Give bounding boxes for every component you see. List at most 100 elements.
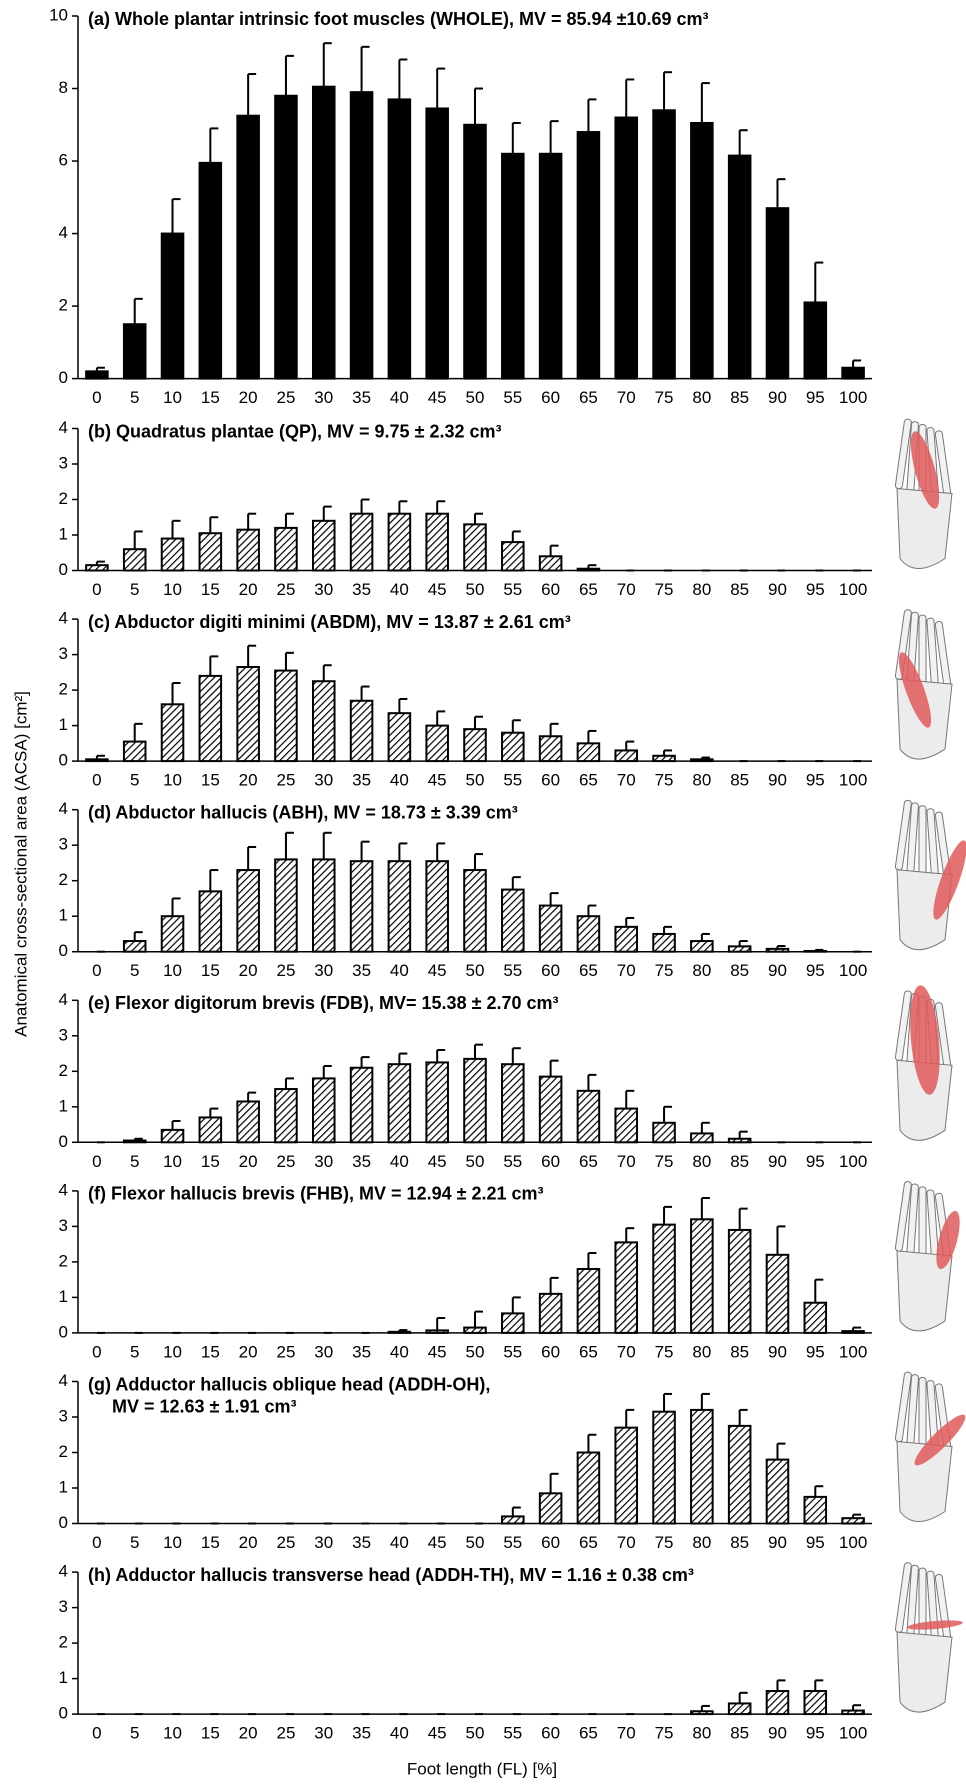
x-tick-label: 100 bbox=[839, 1342, 867, 1361]
x-tick-label: 20 bbox=[239, 580, 258, 599]
bar bbox=[805, 951, 827, 952]
bar bbox=[502, 733, 524, 761]
y-tick-label: 1 bbox=[59, 1477, 68, 1496]
x-tick-label: 75 bbox=[655, 580, 674, 599]
x-tick-label: 25 bbox=[276, 580, 295, 599]
x-tick-label: 10 bbox=[163, 961, 182, 980]
x-tick-label: 85 bbox=[730, 580, 749, 599]
x-tick-label: 75 bbox=[655, 771, 674, 790]
bar bbox=[502, 890, 524, 952]
x-tick-label: 65 bbox=[579, 580, 598, 599]
x-tick-label: 5 bbox=[130, 580, 139, 599]
bar bbox=[200, 1117, 222, 1142]
bar bbox=[540, 1493, 562, 1523]
x-tick-label: 50 bbox=[466, 1533, 485, 1552]
y-tick-label: 2 bbox=[59, 296, 68, 315]
x-tick-label: 20 bbox=[239, 1724, 258, 1743]
x-tick-label: 40 bbox=[390, 1533, 409, 1552]
bar bbox=[767, 208, 789, 378]
x-tick-label: 40 bbox=[390, 1724, 409, 1743]
bar bbox=[691, 1410, 713, 1524]
x-tick-label: 30 bbox=[314, 961, 333, 980]
x-tick-label: 95 bbox=[806, 1342, 825, 1361]
x-tick-label: 100 bbox=[839, 771, 867, 790]
bar bbox=[351, 92, 373, 378]
y-tick-label: 0 bbox=[59, 1322, 68, 1341]
bar bbox=[389, 514, 411, 571]
bar bbox=[578, 1453, 600, 1524]
y-tick-label: 3 bbox=[59, 644, 68, 663]
bar bbox=[653, 1225, 675, 1333]
x-tick-label: 50 bbox=[466, 580, 485, 599]
bar bbox=[124, 742, 146, 762]
bar bbox=[578, 1091, 600, 1142]
x-tick-label: 90 bbox=[768, 388, 787, 407]
bar bbox=[237, 667, 259, 761]
toe-bone bbox=[919, 806, 926, 876]
bar bbox=[578, 1269, 600, 1333]
chart-title: (h) Adductor hallucis transverse head (A… bbox=[88, 1565, 694, 1585]
x-tick-label: 5 bbox=[130, 771, 139, 790]
bar bbox=[313, 859, 335, 951]
x-tick-label: 30 bbox=[314, 1533, 333, 1552]
x-tick-label: 80 bbox=[692, 1152, 711, 1171]
x-tick-label: 50 bbox=[466, 1342, 485, 1361]
chart-title: MV = 12.63 ± 1.91 cm³ bbox=[112, 1396, 296, 1416]
chart-title: (g) Adductor hallucis oblique head (ADDH… bbox=[88, 1374, 490, 1394]
y-tick-label: 6 bbox=[59, 151, 68, 170]
bar bbox=[842, 1518, 864, 1523]
bar bbox=[653, 934, 675, 952]
x-tick-label: 70 bbox=[617, 1342, 636, 1361]
x-tick-label: 30 bbox=[314, 580, 333, 599]
bar bbox=[767, 1691, 789, 1714]
x-tick-label: 60 bbox=[541, 961, 560, 980]
bar bbox=[464, 524, 486, 570]
x-tick-label: 0 bbox=[92, 1152, 101, 1171]
bar bbox=[767, 1460, 789, 1524]
bar bbox=[237, 1101, 259, 1142]
x-tick-label: 35 bbox=[352, 388, 371, 407]
bar bbox=[691, 1133, 713, 1142]
x-tick-label: 45 bbox=[428, 771, 447, 790]
x-tick-label: 30 bbox=[314, 388, 333, 407]
y-tick-label: 4 bbox=[59, 799, 68, 818]
x-tick-label: 5 bbox=[130, 1533, 139, 1552]
x-tick-label: 10 bbox=[163, 1152, 182, 1171]
x-tick-label: 55 bbox=[503, 771, 522, 790]
bar bbox=[502, 1064, 524, 1142]
bar bbox=[200, 891, 222, 951]
x-tick-label: 30 bbox=[314, 1152, 333, 1171]
bar bbox=[615, 1428, 637, 1524]
y-tick-label: 2 bbox=[59, 870, 68, 889]
y-tick-label: 0 bbox=[59, 751, 68, 770]
x-tick-label: 20 bbox=[239, 388, 258, 407]
bar bbox=[124, 941, 146, 952]
x-tick-label: 15 bbox=[201, 580, 220, 599]
bar bbox=[124, 1141, 146, 1143]
x-tick-label: 45 bbox=[428, 1152, 447, 1171]
bar bbox=[351, 861, 373, 952]
y-tick-label: 0 bbox=[59, 1132, 68, 1151]
bar bbox=[805, 1497, 827, 1524]
foot-illustration bbox=[895, 419, 952, 569]
x-tick-label: 15 bbox=[201, 961, 220, 980]
x-tick-label: 5 bbox=[130, 388, 139, 407]
bar bbox=[426, 108, 448, 378]
foot-illustration bbox=[895, 1181, 964, 1331]
bar bbox=[540, 154, 562, 379]
bar bbox=[162, 1130, 184, 1142]
x-tick-label: 25 bbox=[276, 1152, 295, 1171]
bar bbox=[351, 514, 373, 571]
x-tick-label: 90 bbox=[768, 1152, 787, 1171]
bar bbox=[275, 859, 297, 951]
y-tick-label: 4 bbox=[59, 609, 68, 628]
bar bbox=[540, 736, 562, 761]
x-tick-label: 25 bbox=[276, 771, 295, 790]
bar bbox=[540, 1077, 562, 1143]
x-tick-label: 100 bbox=[839, 1724, 867, 1743]
y-tick-label: 2 bbox=[59, 489, 68, 508]
chart-title: (d) Abductor hallucis (ABH), MV = 18.73 … bbox=[88, 802, 518, 822]
x-tick-label: 60 bbox=[541, 771, 560, 790]
bar bbox=[615, 750, 637, 761]
x-tick-label: 35 bbox=[352, 1724, 371, 1743]
